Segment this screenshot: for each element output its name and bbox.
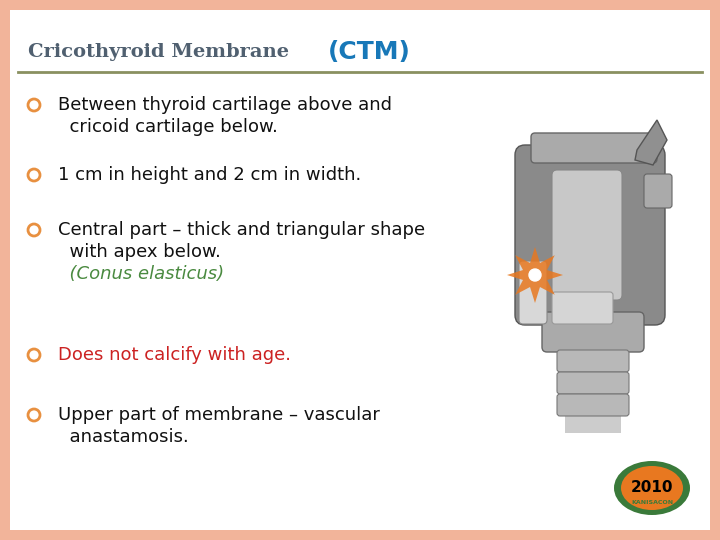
FancyBboxPatch shape xyxy=(552,292,613,324)
Text: (Conus elasticus): (Conus elasticus) xyxy=(58,265,224,283)
FancyBboxPatch shape xyxy=(515,145,665,325)
Text: Does not calcify with age.: Does not calcify with age. xyxy=(58,346,291,364)
Text: anastamosis.: anastamosis. xyxy=(58,428,189,446)
Text: with apex below.: with apex below. xyxy=(58,243,221,261)
Ellipse shape xyxy=(614,461,690,515)
Text: 1 cm in height and 2 cm in width.: 1 cm in height and 2 cm in width. xyxy=(58,166,361,184)
FancyBboxPatch shape xyxy=(552,170,622,300)
FancyBboxPatch shape xyxy=(565,353,621,433)
FancyBboxPatch shape xyxy=(644,174,672,208)
Text: Between thyroid cartilage above and: Between thyroid cartilage above and xyxy=(58,96,392,114)
FancyBboxPatch shape xyxy=(557,350,629,372)
FancyBboxPatch shape xyxy=(519,261,547,324)
FancyBboxPatch shape xyxy=(557,372,629,394)
Text: KANISACON: KANISACON xyxy=(631,500,673,504)
Text: cricoid cartilage below.: cricoid cartilage below. xyxy=(58,118,278,136)
Text: 2010: 2010 xyxy=(631,480,673,495)
Text: Cricothyroid Membrane: Cricothyroid Membrane xyxy=(28,43,289,61)
Circle shape xyxy=(529,269,541,281)
Polygon shape xyxy=(635,120,667,165)
Text: Upper part of membrane – vascular: Upper part of membrane – vascular xyxy=(58,406,380,424)
Text: Central part – thick and triangular shape: Central part – thick and triangular shap… xyxy=(58,221,425,239)
Text: (CTM): (CTM) xyxy=(328,40,411,64)
FancyBboxPatch shape xyxy=(557,394,629,416)
FancyBboxPatch shape xyxy=(542,312,644,352)
FancyBboxPatch shape xyxy=(531,133,657,163)
Polygon shape xyxy=(507,247,563,303)
Ellipse shape xyxy=(621,466,683,510)
